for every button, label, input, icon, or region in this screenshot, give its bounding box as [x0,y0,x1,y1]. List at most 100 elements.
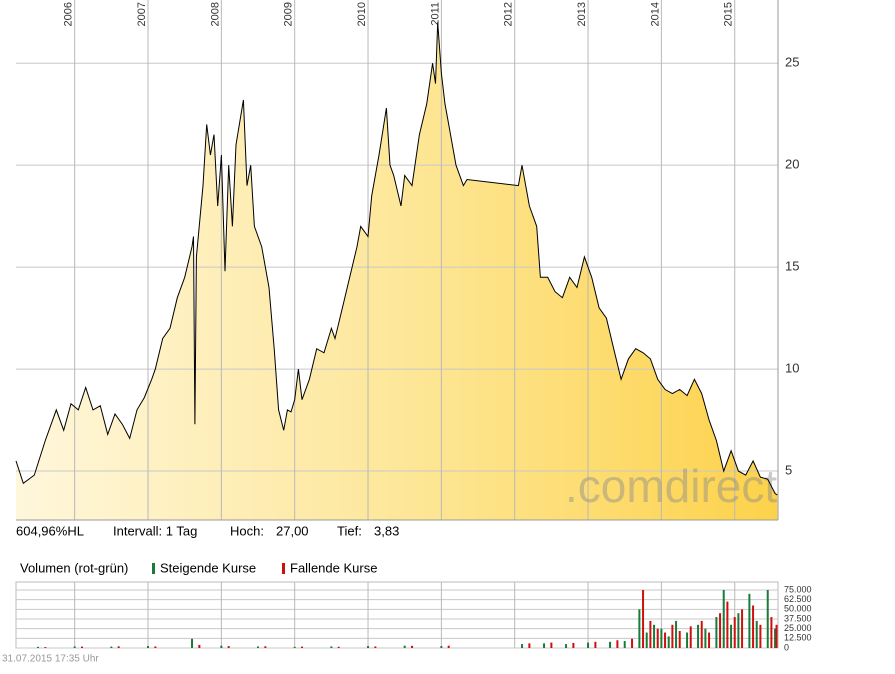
volume-bar [719,613,722,648]
volume-bar [543,643,546,648]
volume-bar [700,620,703,648]
volume-bar [671,624,674,648]
x-tick-label: 2015 [723,2,735,26]
legend-swatch [152,563,155,574]
volume-bar [741,609,744,648]
volume-bar [730,624,733,648]
volume-bar [227,646,230,648]
y-tick-label: 12.500 [784,633,812,643]
x-tick-label: 2010 [356,2,368,26]
volume-bar [726,601,729,648]
volume-bar [565,644,568,648]
volume-bar [44,647,47,648]
legend-label: Steigende Kurse [160,560,256,575]
price-line [15,22,778,496]
volume-bar [656,628,659,648]
volume-bar [748,593,751,648]
x-tick-label: 2009 [283,2,295,26]
x-tick-label: 2012 [503,2,515,26]
volume-bar [411,645,414,648]
volume-bar [440,646,443,648]
y-tick-label: 25 [785,55,799,70]
volume-bar [528,643,531,648]
volume-bar [447,645,450,648]
volume-bar [653,624,656,648]
y-tick-label: 0 [784,642,789,652]
volume-bar [521,644,524,648]
y-tick-label: 25.000 [784,623,812,633]
volume-bar [733,617,736,648]
y-tick-label: 37.500 [784,613,812,623]
volume-bar [755,620,758,648]
volume-bar [550,642,553,648]
volume-bar [645,632,648,648]
price-area [16,22,778,521]
volume-bar [367,646,370,648]
volume-bar [689,626,692,648]
volume-bar [704,628,707,648]
info-high: 27,00 [276,523,309,538]
x-tick-label: 2007 [136,2,148,26]
y-tick-label: 15 [785,259,799,274]
volume-bar [686,632,689,648]
volume-bar [220,645,223,648]
volume-bar [587,642,590,648]
volume-bar [631,638,634,648]
y-tick-label: 62.500 [784,594,812,604]
volume-bar [147,646,150,648]
volume-bar [642,590,645,648]
volume-bar [770,617,773,648]
volume-bar [759,624,762,648]
volume-bar [594,641,597,648]
x-tick-label: 2008 [209,2,221,26]
volume-bar [198,644,201,648]
volume-bar [722,590,725,648]
x-tick-label: 2006 [63,2,75,26]
volume-bar [330,646,333,648]
volume-bar [715,617,718,648]
price-panel: 5 10 15 20 25 2006 2007 2008 2009 2010 2011 2012 201… [15,0,799,521]
y-tick-label: 50.000 [784,604,812,614]
volume-bar [81,646,84,648]
volume-bar [678,630,681,648]
volume-bar [301,646,304,648]
y-tick-label: 10 [785,361,799,376]
volume-bar [572,642,575,648]
volume-bar [257,646,260,648]
volume-bar [264,646,267,648]
volume-bar [616,640,619,648]
volume-bar [752,605,755,648]
x-tick-label: 2013 [576,2,588,26]
volume-bar [766,590,769,648]
timestamp: 31.07.2015 17:35 Uhr [2,654,99,665]
volume-bar [110,646,113,648]
x-tick-label: 2014 [649,2,661,26]
volume-bar [737,613,740,648]
legend-label: Fallende Kurse [290,560,377,575]
info-hl: 604,96%HL [16,523,84,538]
volume-bar [664,632,667,648]
volume-bar [191,638,194,648]
info-low: 3,83 [374,523,399,538]
info-low-label: Tief: [337,523,362,538]
y-tick-label: 5 [785,462,792,477]
y-tick-label: 75.000 [784,584,812,594]
volume-bar [775,624,778,648]
volume-bar [609,641,612,648]
volume-bar [37,646,40,648]
y-tick-label: 20 [785,157,799,172]
x-tick-label: 2011 [429,2,441,26]
volume-bar [374,646,377,648]
volume-bar [73,646,76,648]
volume-bar [638,609,641,648]
volume-bar [708,632,711,648]
volume-bar [337,646,340,648]
info-high-label: Hoch: [230,523,264,538]
volume-bar [660,628,663,648]
volume-bar [117,646,120,648]
volume-bar [774,628,777,648]
volume-bar [667,636,670,648]
volume-bar [649,620,652,648]
